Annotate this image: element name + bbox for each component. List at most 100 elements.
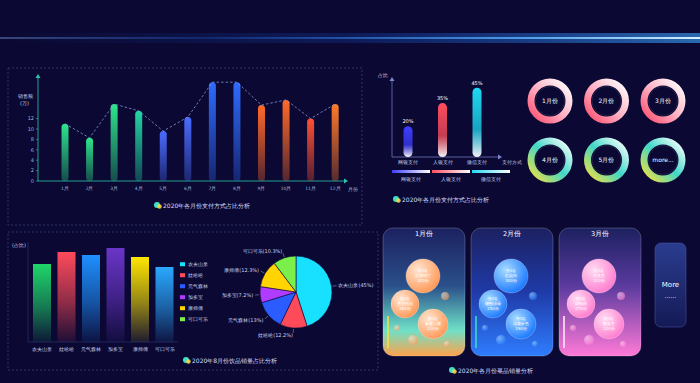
x-tick-label: 4月 [135, 186, 143, 191]
data-label: 元气森林(13%) [228, 317, 263, 323]
trend-line [65, 82, 335, 138]
bar [33, 264, 51, 342]
bar [209, 82, 216, 181]
y-tick-label: 12 [28, 115, 34, 121]
caption-icon [186, 359, 190, 363]
dish-amount: 190份 [515, 326, 527, 331]
y-tick-label: 6 [31, 147, 34, 153]
month-ring [588, 82, 626, 120]
dish-bubble [494, 259, 528, 293]
container-gauge [387, 316, 389, 348]
dish-bubble [418, 309, 448, 339]
y-tick-label: 10 [28, 126, 34, 132]
month-ring [644, 141, 682, 179]
deco-bubble [482, 325, 488, 331]
x-tick-label: 元气森林 [81, 346, 101, 352]
leader-line [255, 294, 259, 295]
axis-arrow [36, 74, 41, 78]
x-tick-label: 人银支付 [433, 159, 453, 165]
caption: 2020年各月份支付方式占比分析 [163, 202, 250, 209]
x-tick-label: 8月 [233, 186, 241, 191]
legend-label: 可口可乐 [188, 316, 208, 322]
x-tick-label: 12月 [330, 186, 341, 191]
y-tick [36, 118, 38, 119]
data-label: 20% [402, 118, 413, 124]
y-tick [36, 149, 38, 150]
month-ring-inner [536, 146, 565, 175]
bar [438, 103, 447, 157]
month-label: 3月份 [655, 97, 671, 104]
y-axis-unit: (万) [20, 100, 29, 106]
bar [107, 248, 125, 342]
bar [131, 257, 149, 342]
caption: 2020年8月份饮品销量占比分析 [192, 357, 277, 364]
deco-bubble [570, 325, 576, 331]
legend-swatch [180, 295, 185, 299]
month-ring-inner [649, 146, 678, 175]
container-gauge [475, 316, 477, 348]
deco-bubble [617, 292, 625, 300]
month-ring [531, 82, 569, 120]
dish-bubble [594, 309, 624, 339]
leader-line [265, 316, 268, 319]
dish-amount: 300份 [505, 278, 517, 283]
y-axis [28, 242, 29, 342]
y-tick [36, 129, 38, 130]
dish-bubble [582, 259, 616, 293]
x-tick-label: 10月 [281, 186, 292, 191]
container-title: 2月份 [503, 230, 521, 238]
x-tick-label: 6月 [184, 186, 192, 191]
more-box [655, 243, 686, 327]
deco-bubble [394, 325, 400, 331]
x-tick-label: 娃哈哈 [59, 346, 74, 352]
deco-bubble [444, 341, 450, 347]
y-tick-label: 4 [31, 157, 34, 163]
month-ring-inner [592, 87, 621, 116]
month-label: 2月份 [599, 97, 615, 104]
dashboard: 0246810121月2月3月4月5月6月7月8月9月10月11月12月销售额(… [0, 0, 700, 383]
x-tick-label: 网银支付 [398, 159, 418, 165]
legend-label: 微信支付 [481, 176, 501, 182]
x-tick-label: 农夫山泉 [32, 346, 52, 352]
bar [86, 138, 93, 181]
dish-amount: 250份 [487, 306, 499, 311]
deco-bubble [620, 341, 626, 347]
month-label: more... [652, 156, 673, 163]
y-axis-label: 占比 [378, 72, 388, 78]
bar [307, 119, 314, 181]
deco-bubble [496, 335, 506, 345]
x-tick-label: 5月 [159, 186, 167, 191]
plot-area [404, 88, 482, 157]
panel-frame [8, 68, 362, 225]
bar [184, 117, 191, 181]
container-title: 3月份 [591, 230, 609, 238]
legend-swatch [180, 317, 185, 321]
plot-area [33, 248, 174, 342]
legend-swatch [180, 273, 185, 277]
axis-arrow [344, 179, 348, 184]
month-container [471, 228, 553, 356]
dish-bubble [479, 290, 507, 318]
caption-icon [452, 369, 456, 373]
plot-area [62, 82, 339, 181]
month-label: 4月份 [542, 156, 558, 163]
more-dots: ...... [665, 292, 677, 299]
leader-line [333, 285, 337, 287]
x-tick-label: 微信支付 [467, 159, 487, 165]
y-tick-label: 0 [31, 178, 34, 184]
deco-bubble [441, 292, 449, 300]
leader-line [261, 271, 264, 273]
x-tick-label: 9月 [258, 186, 266, 191]
x-tick-label: 康师傅 [133, 346, 148, 352]
bar [111, 104, 118, 181]
legend-label: 人银支付 [441, 176, 461, 182]
month-container [559, 228, 641, 356]
x-tick-label: 2月 [86, 186, 94, 191]
axis-arrow [390, 77, 395, 81]
caption-icon [157, 204, 161, 208]
legend-label: 网银支付 [401, 176, 421, 182]
legend-label: 娃哈哈 [188, 272, 203, 278]
x-tick-label: 1月 [61, 186, 69, 191]
x-tick-label: 可口可乐 [155, 346, 175, 352]
x-tick-label: 3月 [110, 186, 118, 191]
